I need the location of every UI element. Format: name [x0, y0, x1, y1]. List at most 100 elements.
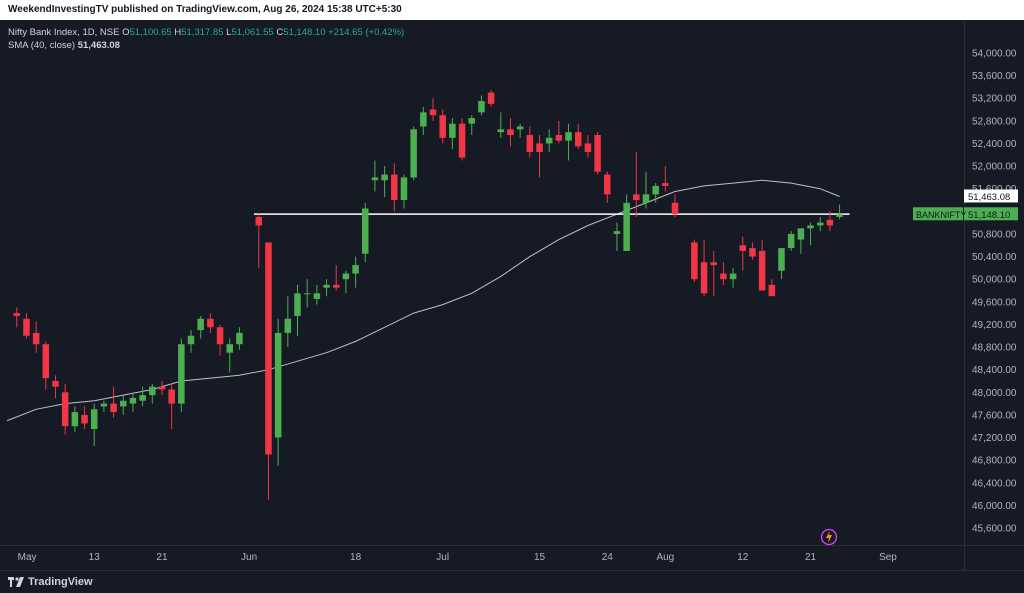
ohlc-row: Nifty Bank Index, 1D, NSE O51,100.65 H51… [8, 26, 404, 39]
candle [100, 400, 108, 413]
candle-body [604, 174, 611, 195]
time-tick-label: May [18, 552, 37, 563]
time-tick-label: 18 [350, 552, 362, 563]
sma-last-value-box [964, 189, 1018, 203]
candle-body [158, 386, 166, 390]
candle [797, 228, 805, 254]
candle-body [710, 262, 717, 266]
price-tick-label: 46,800.00 [972, 456, 1017, 467]
candle [516, 123, 524, 138]
open-value: 51,100.65 [129, 27, 172, 38]
candle [526, 126, 534, 158]
symbol-label[interactable]: Nifty Bank Index, 1D, NSE [8, 27, 120, 38]
candle [468, 115, 475, 135]
candle [342, 270, 350, 294]
price-tick-label: 52,000.00 [972, 162, 1017, 173]
candle [545, 129, 553, 152]
candle [13, 307, 21, 328]
candle [652, 183, 659, 203]
candle [536, 134, 543, 178]
candle [449, 118, 456, 150]
price-tick-label: 54,000.00 [972, 49, 1017, 60]
candle [807, 222, 814, 246]
candle [662, 166, 669, 192]
candle [816, 216, 824, 232]
price-axis-ticks: 54,000.00 53,600.00 53,200.00 52,800.00 52,4… [972, 49, 1017, 535]
candle [52, 375, 59, 398]
high-value: 51,317.85 [181, 27, 224, 38]
low-label: L [226, 27, 232, 38]
candles-group [13, 89, 843, 500]
candle-body [32, 332, 40, 345]
candle [739, 236, 747, 271]
candle [604, 171, 611, 203]
candle-body [323, 284, 330, 288]
price-tick-label: 49,600.00 [972, 297, 1017, 308]
candle-body [42, 344, 50, 379]
candle-body [439, 115, 446, 138]
sma-label[interactable]: SMA (40, close) [8, 40, 76, 51]
candle-body [623, 202, 630, 251]
candle [294, 284, 301, 336]
candle [410, 126, 417, 181]
last-price-box [964, 207, 1018, 221]
candle [555, 120, 563, 144]
candle-body [487, 92, 495, 104]
candle [381, 166, 388, 198]
time-tick-label: 12 [737, 552, 749, 563]
candle [226, 338, 233, 373]
last-price-label: 51,148.10 [968, 210, 1010, 221]
tradingview-logo[interactable]: TradingView [8, 571, 93, 593]
candle-body [574, 132, 582, 147]
candle-body [594, 134, 601, 172]
candle [90, 403, 98, 447]
candle-body [23, 318, 30, 336]
candle-body [787, 233, 795, 249]
candle-body [81, 414, 88, 424]
candle-body [691, 242, 698, 280]
candle-body [652, 185, 659, 195]
candle-body [410, 129, 417, 178]
time-tick-label: 21 [805, 552, 817, 563]
candle-body [720, 273, 727, 280]
candle [23, 313, 30, 339]
lightning-icon [820, 528, 838, 546]
time-tick-label: 13 [89, 552, 101, 563]
candle [497, 112, 505, 138]
candle-body [662, 183, 669, 186]
candle-body [613, 231, 621, 234]
candle [594, 132, 601, 175]
sma-line [6, 179, 840, 422]
candle [836, 204, 843, 220]
candle-body [61, 392, 69, 427]
time-tick-label: 24 [602, 552, 614, 563]
candle-body [429, 109, 437, 116]
candle [429, 98, 437, 121]
candle [565, 123, 572, 161]
candle-body [516, 126, 524, 130]
candle-body [110, 403, 117, 413]
candle-body [52, 380, 59, 387]
publisher-bar: WeekendInvestingTV published on TradingV… [0, 0, 1024, 20]
candle-body [332, 284, 340, 288]
candle-body [671, 202, 679, 215]
candle-body [100, 403, 108, 407]
candle [439, 109, 446, 144]
symbol-tag-label: BANKNIFTY [916, 210, 967, 220]
candle-body [420, 112, 427, 127]
candle [71, 406, 79, 432]
candle-body [265, 242, 272, 455]
time-tick-label: Sep [879, 552, 897, 563]
candle-body [71, 412, 79, 427]
candlestick-chart[interactable]: 54,000.00 53,600.00 53,200.00 52,800.00 52,4… [0, 20, 1024, 570]
candle-body [642, 194, 650, 203]
candle [236, 327, 243, 350]
candle-body [545, 137, 553, 144]
candle-body [758, 250, 766, 291]
candle [284, 296, 292, 348]
candle-body [381, 174, 388, 181]
candle [768, 279, 776, 297]
candle [671, 194, 679, 217]
chart-area[interactable]: 54,000.00 53,600.00 53,200.00 52,800.00 52,4… [0, 20, 1024, 570]
candle [323, 279, 330, 297]
